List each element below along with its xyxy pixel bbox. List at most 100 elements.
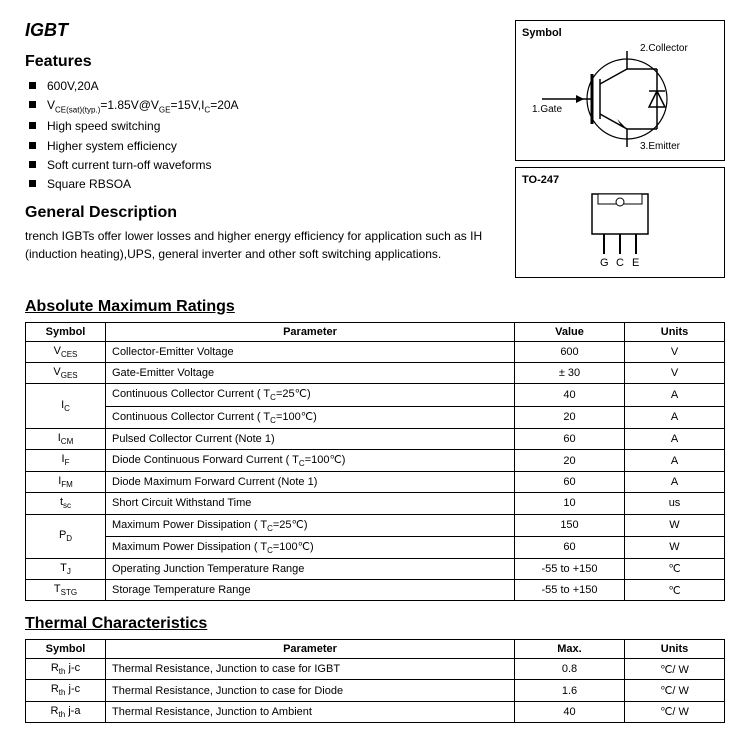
amr-value-cell: 60 bbox=[515, 428, 625, 449]
amr-th-parameter: Parameter bbox=[106, 323, 515, 342]
table-row: PDMaximum Power Dissipation ( TC=25℃)150… bbox=[26, 514, 725, 536]
table-row: TJOperating Junction Temperature Range-5… bbox=[26, 558, 725, 579]
thermal-symbol-cell: Rth j-c bbox=[26, 659, 106, 680]
amr-param-cell: Maximum Power Dissipation ( TC=100℃) bbox=[106, 536, 515, 558]
amr-symbol-cell: TSTG bbox=[26, 580, 106, 601]
table-row: Maximum Power Dissipation ( TC=100℃)60W bbox=[26, 536, 725, 558]
symbol-diagram: Symbol 1.Gate 2 bbox=[515, 20, 725, 161]
amr-value-cell: 40 bbox=[515, 384, 625, 406]
amr-value-cell: 60 bbox=[515, 472, 625, 493]
amr-value-cell: 20 bbox=[515, 449, 625, 471]
amr-value-cell: -55 to +150 bbox=[515, 558, 625, 579]
amr-param-cell: Short Circuit Withstand Time bbox=[106, 493, 515, 514]
amr-value-cell: ± 30 bbox=[515, 363, 625, 384]
amr-symbol-cell: IFM bbox=[26, 472, 106, 493]
amr-value-cell: 150 bbox=[515, 514, 625, 536]
amr-heading: Absolute Maximum Ratings bbox=[25, 298, 725, 316]
thermal-unit-cell: ℃/ W bbox=[625, 680, 725, 701]
amr-param-cell: Continuous Collector Current ( TC=25℃) bbox=[106, 384, 515, 406]
table-row: TSTGStorage Temperature Range-55 to +150… bbox=[26, 580, 725, 601]
thermal-table: Symbol Parameter Max. Units Rth j-cTherm… bbox=[25, 639, 725, 723]
thermal-param-cell: Thermal Resistance, Junction to case for… bbox=[106, 680, 515, 701]
feature-item: Square RBSOA bbox=[25, 175, 500, 194]
pin-emitter-label: 3.Emitter bbox=[640, 141, 681, 152]
amr-value-cell: -55 to +150 bbox=[515, 580, 625, 601]
table-row: Rth j-aThermal Resistance, Junction to A… bbox=[26, 701, 725, 722]
amr-symbol-cell: PD bbox=[26, 514, 106, 558]
feature-item: 600V,20A bbox=[25, 77, 500, 96]
amr-unit-cell: W bbox=[625, 536, 725, 558]
amr-param-cell: Storage Temperature Range bbox=[106, 580, 515, 601]
table-row: Rth j-cThermal Resistance, Junction to c… bbox=[26, 659, 725, 680]
thermal-param-cell: Thermal Resistance, Junction to Ambient bbox=[106, 701, 515, 722]
amr-table: Symbol Parameter Value Units VCESCollect… bbox=[25, 322, 725, 601]
table-row: VCESCollector-Emitter Voltage600V bbox=[26, 342, 725, 363]
amr-symbol-cell: VCES bbox=[26, 342, 106, 363]
amr-param-cell: Pulsed Collector Current (Note 1) bbox=[106, 428, 515, 449]
amr-unit-cell: ℃ bbox=[625, 580, 725, 601]
amr-param-cell: Continuous Collector Current ( TC=100℃) bbox=[106, 406, 515, 428]
amr-param-cell: Gate-Emitter Voltage bbox=[106, 363, 515, 384]
amr-th-value: Value bbox=[515, 323, 625, 342]
amr-unit-cell: A bbox=[625, 472, 725, 493]
amr-symbol-cell: TJ bbox=[26, 558, 106, 579]
package-diagram: TO-247 G C E bbox=[515, 167, 725, 278]
feature-item: High speed switching bbox=[25, 117, 500, 136]
amr-unit-cell: V bbox=[625, 342, 725, 363]
thermal-th-units: Units bbox=[625, 640, 725, 659]
pin-collector-label: 2.Collector bbox=[640, 43, 688, 54]
thermal-value-cell: 40 bbox=[515, 701, 625, 722]
amr-symbol-cell: IC bbox=[26, 384, 106, 428]
table-row: VGESGate-Emitter Voltage± 30V bbox=[26, 363, 725, 384]
table-row: Rth j-cThermal Resistance, Junction to c… bbox=[26, 680, 725, 701]
amr-unit-cell: W bbox=[625, 514, 725, 536]
amr-symbol-cell: tsc bbox=[26, 493, 106, 514]
thermal-th-max: Max. bbox=[515, 640, 625, 659]
thermal-unit-cell: ℃/ W bbox=[625, 659, 725, 680]
thermal-th-symbol: Symbol bbox=[26, 640, 106, 659]
amr-param-cell: Diode Continuous Forward Current ( TC=10… bbox=[106, 449, 515, 471]
thermal-unit-cell: ℃/ W bbox=[625, 701, 725, 722]
amr-value-cell: 10 bbox=[515, 493, 625, 514]
amr-value-cell: 600 bbox=[515, 342, 625, 363]
amr-symbol-cell: IF bbox=[26, 449, 106, 471]
gen-desc-heading: General Description bbox=[25, 204, 500, 222]
amr-symbol-cell: VGES bbox=[26, 363, 106, 384]
thermal-symbol-cell: Rth j-a bbox=[26, 701, 106, 722]
thermal-value-cell: 0.8 bbox=[515, 659, 625, 680]
amr-unit-cell: ℃ bbox=[625, 558, 725, 579]
pkg-pin-c: C bbox=[616, 257, 624, 269]
table-row: IFMDiode Maximum Forward Current (Note 1… bbox=[26, 472, 725, 493]
to247-svg: G C E bbox=[522, 186, 717, 271]
amr-param-cell: Operating Junction Temperature Range bbox=[106, 558, 515, 579]
table-row: Continuous Collector Current ( TC=100℃)2… bbox=[26, 406, 725, 428]
package-label: TO-247 bbox=[522, 174, 718, 186]
features-heading: Features bbox=[25, 53, 500, 71]
feature-item: VCE(sat)(typ.)=1.85V@VGE=15V,IC=20A bbox=[25, 96, 500, 117]
amr-unit-cell: A bbox=[625, 406, 725, 428]
igbt-symbol-svg: 1.Gate 2.Collector 3.Emitter bbox=[522, 39, 717, 154]
amr-unit-cell: A bbox=[625, 428, 725, 449]
thermal-th-parameter: Parameter bbox=[106, 640, 515, 659]
thermal-param-cell: Thermal Resistance, Junction to case for… bbox=[106, 659, 515, 680]
features-list: 600V,20A VCE(sat)(typ.)=1.85V@VGE=15V,IC… bbox=[25, 77, 500, 194]
amr-param-cell: Maximum Power Dissipation ( TC=25℃) bbox=[106, 514, 515, 536]
thermal-value-cell: 1.6 bbox=[515, 680, 625, 701]
amr-value-cell: 20 bbox=[515, 406, 625, 428]
amr-unit-cell: A bbox=[625, 384, 725, 406]
thermal-symbol-cell: Rth j-c bbox=[26, 680, 106, 701]
amr-unit-cell: A bbox=[625, 449, 725, 471]
pkg-pin-e: E bbox=[632, 257, 639, 269]
feature-item: Soft current turn-off waveforms bbox=[25, 156, 500, 175]
feature-item: Higher system efficiency bbox=[25, 137, 500, 156]
table-row: IFDiode Continuous Forward Current ( TC=… bbox=[26, 449, 725, 471]
table-row: tscShort Circuit Withstand Time10us bbox=[26, 493, 725, 514]
amr-th-symbol: Symbol bbox=[26, 323, 106, 342]
pkg-pin-g: G bbox=[600, 257, 609, 269]
amr-param-cell: Diode Maximum Forward Current (Note 1) bbox=[106, 472, 515, 493]
table-row: ICMPulsed Collector Current (Note 1)60A bbox=[26, 428, 725, 449]
amr-param-cell: Collector-Emitter Voltage bbox=[106, 342, 515, 363]
amr-symbol-cell: ICM bbox=[26, 428, 106, 449]
amr-unit-cell: V bbox=[625, 363, 725, 384]
amr-value-cell: 60 bbox=[515, 536, 625, 558]
